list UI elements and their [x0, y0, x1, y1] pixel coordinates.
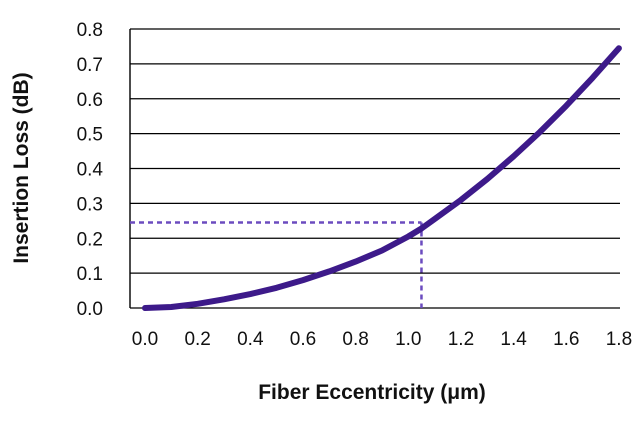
y-axis-title: Insertion Loss (dB): [10, 72, 33, 263]
x-tick-label: 1.6: [553, 329, 579, 350]
x-tick-label: 0.6: [290, 329, 316, 350]
x-tick-label: 1.2: [448, 329, 474, 350]
series-line: [142, 45, 622, 311]
y-tick-label: 0.2: [77, 229, 103, 250]
series-layer: [142, 45, 622, 311]
x-tick-label: 1.0: [395, 329, 421, 350]
y-tick-label: 0.8: [77, 20, 103, 41]
x-tick-label: 0.4: [237, 329, 264, 350]
x-axis-title: Fiber Eccentricity (μm): [258, 381, 486, 404]
annotation-layer: [130, 221, 423, 308]
y-tick-label: 0.6: [77, 90, 103, 111]
x-tick-label: 0.0: [132, 329, 158, 350]
x-tick-label: 0.8: [342, 329, 368, 350]
y-tick-label: 0.4: [77, 160, 104, 181]
y-tick-label: 0.3: [77, 194, 103, 215]
x-tick-label: 0.2: [184, 329, 210, 350]
x-tick-label: 1.8: [606, 329, 632, 350]
y-tick-label: 0.1: [77, 264, 103, 285]
x-tick-label: 1.4: [500, 329, 527, 350]
label-layer: 0.0 0.1 0.2 0.3 0.4 0.5 0.6 0.7 0.8 0.0 0.2 0.4 0.6 0…: [10, 20, 632, 404]
y-tick-label: 0.0: [77, 299, 103, 320]
grid-layer: [130, 28, 620, 309]
y-tick-label: 0.7: [77, 55, 103, 76]
y-tick-label: 0.5: [77, 125, 103, 146]
